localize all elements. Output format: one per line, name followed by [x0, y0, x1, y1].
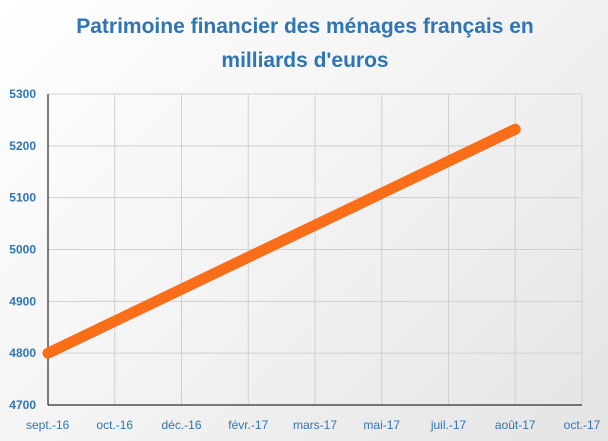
x-tick-label: juil.-17	[430, 418, 467, 432]
x-tick-label: oct.-17	[564, 418, 601, 432]
chart-title: Patrimoine financier des ménages françai…	[76, 15, 534, 72]
y-tick-label: 4800	[9, 346, 36, 360]
y-tick-label: 5300	[9, 87, 36, 101]
x-tick-label: déc.-16	[161, 418, 201, 432]
x-tick-label: mars-17	[293, 418, 337, 432]
x-tick-label: sept.-16	[26, 418, 70, 432]
y-tick-label: 4700	[9, 398, 36, 412]
y-tick-label: 5200	[9, 139, 36, 153]
y-tick-label: 5100	[9, 191, 36, 205]
x-tick-label: oct.-16	[96, 418, 133, 432]
series-line	[42, 123, 521, 359]
x-tick-label: févr.-17	[228, 418, 268, 432]
y-tick-label: 4900	[9, 294, 36, 308]
y-tick-label: 5000	[9, 243, 36, 257]
x-tick-label: mai-17	[363, 418, 400, 432]
x-tick-label: août-17	[495, 418, 536, 432]
